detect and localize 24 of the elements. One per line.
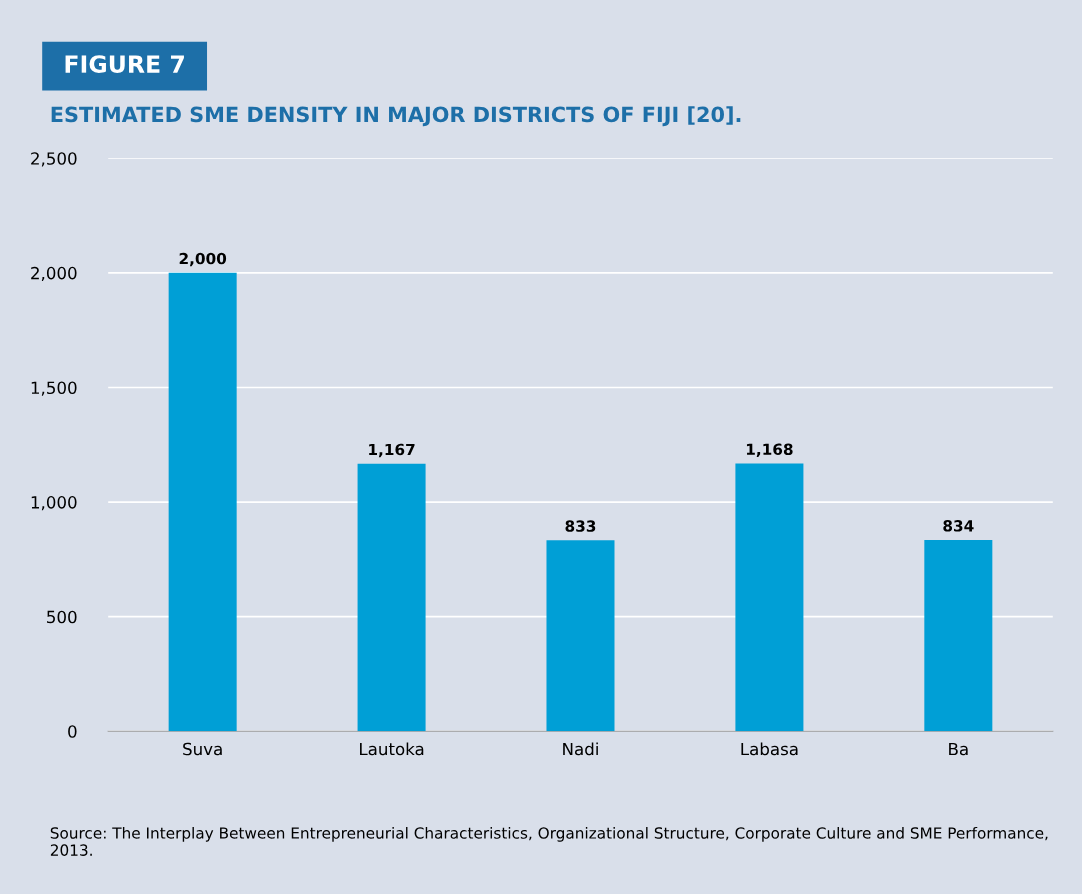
chart-subtitle: ESTIMATED SME DENSITY IN MAJOR DISTRICTS OF FIJI [20].	[51, 106, 741, 127]
bar	[735, 463, 804, 732]
x-tick-label: Ba	[949, 742, 968, 756]
bar	[357, 463, 426, 732]
y-tick-label: 2,500	[31, 152, 77, 167]
x-tick-label: Suva	[183, 742, 222, 756]
y-tick-label: 1,500	[31, 381, 77, 396]
source-note: Source: The Interplay Between Entrepreneurial Characteristics, Organizational Structure, Corporate Culture and SME Performance, 2013.	[50, 826, 1048, 856]
bar	[546, 540, 615, 732]
y-tick-label: 2,000	[31, 266, 77, 282]
data-label: 1,168	[746, 443, 793, 457]
y-tick-label: 0	[68, 725, 77, 738]
data-label: 2,000	[179, 252, 227, 267]
chart-title: FIGURE 7	[65, 55, 184, 74]
data-label: 1,167	[369, 443, 415, 458]
y-tick-label: 1,000	[31, 496, 77, 511]
x-tick-label: Nadi	[563, 742, 598, 756]
data-label: 834	[943, 520, 974, 532]
data-label: 833	[565, 520, 596, 532]
x-tick-label: Labasa	[741, 742, 798, 756]
x-tick-label: Lautoka	[360, 742, 424, 756]
bar	[924, 540, 993, 732]
bar	[168, 272, 237, 732]
y-tick-label: 500	[47, 610, 77, 624]
